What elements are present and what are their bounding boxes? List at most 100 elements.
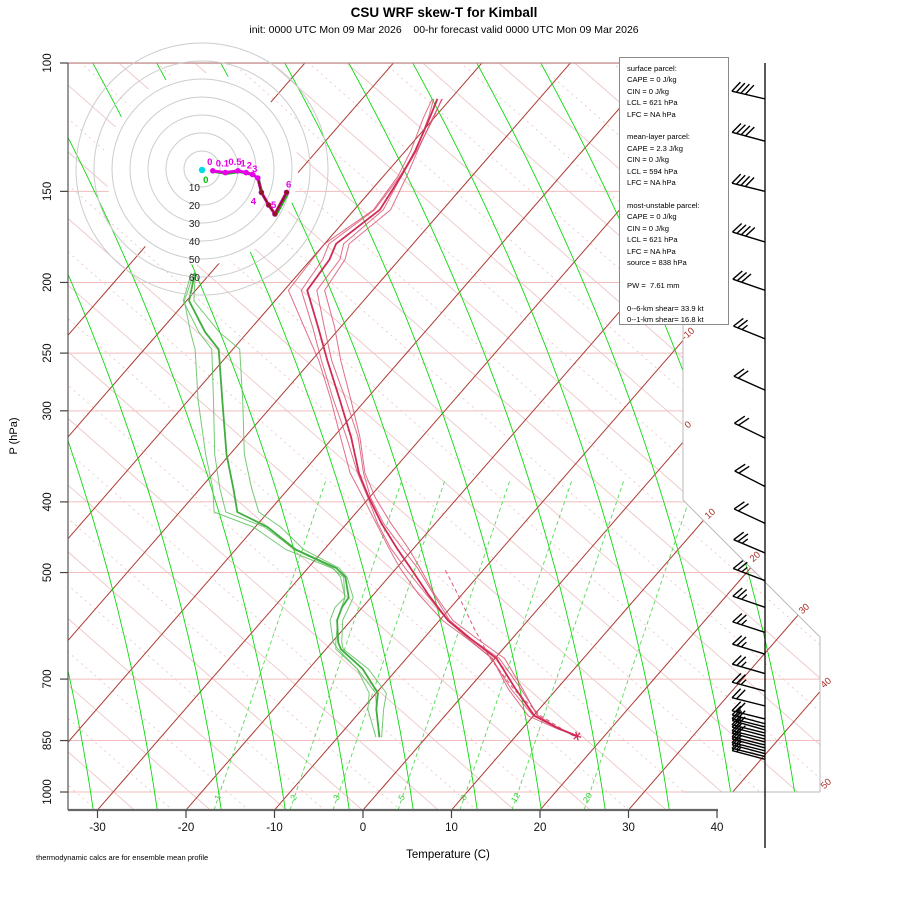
svg-text:10: 10 xyxy=(445,822,458,834)
plot-frame xyxy=(68,62,821,793)
svg-text:30: 30 xyxy=(797,602,812,617)
svg-text:50: 50 xyxy=(819,777,834,792)
svg-text:1: 1 xyxy=(212,793,223,802)
wind-barb xyxy=(732,270,766,291)
wind-barb xyxy=(732,223,766,243)
svg-text:850: 850 xyxy=(42,731,54,750)
info-line: mean-layer parcel: xyxy=(627,132,690,142)
svg-text:10: 10 xyxy=(189,183,201,194)
x-axis-title: Temperature (C) xyxy=(406,849,490,861)
info-line: CIN = 0 J/kg xyxy=(627,86,669,96)
svg-text:400: 400 xyxy=(42,492,54,511)
svg-text:-20: -20 xyxy=(178,822,195,834)
wind-barb xyxy=(732,635,766,655)
svg-text:100: 100 xyxy=(42,53,54,72)
mixing-ratio-labels: 1 2 3 5 8 12 20 xyxy=(212,791,594,804)
dewpoint-trace xyxy=(188,272,381,738)
svg-text:0.1: 0.1 xyxy=(216,159,230,170)
svg-text:20: 20 xyxy=(189,201,201,212)
temperature-ensemble-members xyxy=(287,98,579,737)
info-line: LCL = 621 hPa xyxy=(627,98,678,108)
svg-text:0: 0 xyxy=(207,157,212,168)
parcel-info-box: surface parcel: CAPE = 0 J/kg CIN = 0 J/kg… xyxy=(619,57,729,325)
info-line: LCL = 594 hPa xyxy=(627,166,678,176)
svg-text:20: 20 xyxy=(581,791,595,804)
info-line: LFC = NA hPa xyxy=(627,109,676,119)
svg-text:2: 2 xyxy=(288,793,299,802)
info-line: CAPE = 0 J/kg xyxy=(627,212,677,222)
info-line: most-unstable parcel: xyxy=(627,200,700,210)
svg-text:0: 0 xyxy=(203,175,208,186)
svg-text:3: 3 xyxy=(331,793,342,802)
svg-text:6: 6 xyxy=(286,179,291,190)
wind-barb-column xyxy=(731,63,766,848)
svg-text:1: 1 xyxy=(240,159,246,170)
svg-text:300: 300 xyxy=(42,401,54,420)
svg-text:2: 2 xyxy=(247,160,252,171)
info-line: CAPE = 2.3 J/kg xyxy=(627,143,683,153)
svg-text:1000: 1000 xyxy=(42,779,54,805)
footnote: thermodynamic calcs are for ensemble mea… xyxy=(36,853,209,862)
svg-text:0: 0 xyxy=(360,822,366,834)
svg-text:50: 50 xyxy=(189,255,201,266)
parcel-trace xyxy=(444,568,574,737)
wind-barb xyxy=(732,612,766,634)
svg-text:20: 20 xyxy=(534,822,547,834)
wind-barb xyxy=(731,672,766,692)
svg-text:40: 40 xyxy=(819,676,834,691)
info-line: LFC = NA hPa xyxy=(627,246,676,256)
svg-text:5: 5 xyxy=(271,200,277,211)
wind-barb xyxy=(733,317,766,340)
svg-text:-10: -10 xyxy=(680,325,698,342)
wind-barb xyxy=(733,531,766,554)
info-line: LCL = 621 hPa xyxy=(627,235,678,245)
info-line: CIN = 0 J/kg xyxy=(627,223,669,233)
svg-text:5: 5 xyxy=(396,793,407,802)
isobar-lines xyxy=(68,63,820,793)
svg-text:250: 250 xyxy=(42,344,54,363)
info-line: surface parcel: xyxy=(627,64,677,73)
wind-barb xyxy=(731,738,766,758)
svg-text:3: 3 xyxy=(252,164,257,175)
svg-text:200: 200 xyxy=(42,273,54,292)
info-line xyxy=(627,188,728,199)
info-line: LFC = NA hPa xyxy=(627,178,676,188)
dewpoint-ensemble-members xyxy=(182,272,387,738)
surface-marker xyxy=(572,731,582,741)
info-line xyxy=(627,291,728,302)
svg-text:40: 40 xyxy=(711,822,724,834)
svg-text:-30: -30 xyxy=(89,822,106,834)
info-line: source = 838 hPa xyxy=(627,257,687,267)
svg-text:0.5: 0.5 xyxy=(228,157,242,168)
info-line: CAPE = 0 J/kg xyxy=(627,75,677,85)
info-line: 0--1-km shear= 16.8 kt xyxy=(627,314,704,324)
svg-text:700: 700 xyxy=(42,669,54,688)
svg-text:150: 150 xyxy=(42,182,54,201)
wind-barb xyxy=(732,587,766,608)
svg-text:12: 12 xyxy=(509,791,523,804)
svg-text:60: 60 xyxy=(189,273,201,284)
info-line: 0--6-km shear= 33.9 kt xyxy=(627,303,704,313)
svg-text:4: 4 xyxy=(251,196,257,207)
svg-text:8: 8 xyxy=(458,793,469,802)
info-line xyxy=(627,120,728,131)
wind-barb xyxy=(731,81,766,100)
info-line: PW = 7.61 mm xyxy=(627,280,680,290)
svg-text:500: 500 xyxy=(42,563,54,582)
svg-text:40: 40 xyxy=(189,237,201,248)
wind-barb xyxy=(731,173,766,193)
wind-barb xyxy=(733,501,766,524)
wind-barb xyxy=(731,655,766,675)
page-title: CSU WRF skew-T for Kimball xyxy=(350,5,538,20)
wind-barb xyxy=(734,463,766,488)
init-valid-subtitle: init: 0000 UTC Mon 09 Mar 2026 00-hr for… xyxy=(249,24,639,36)
wind-barb xyxy=(731,688,766,707)
svg-text:-10: -10 xyxy=(266,822,283,834)
mixing-ratio-lines xyxy=(213,479,697,810)
svg-text:10: 10 xyxy=(703,507,718,522)
svg-text:30: 30 xyxy=(622,822,635,834)
